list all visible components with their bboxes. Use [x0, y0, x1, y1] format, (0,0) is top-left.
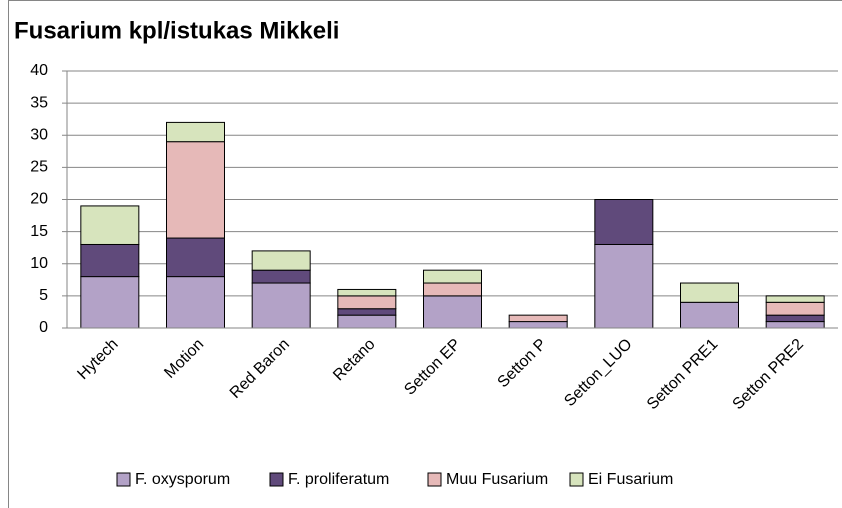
legend-swatch — [116, 472, 131, 487]
legend-label: F. oxysporum — [135, 471, 230, 488]
bar-segment — [765, 295, 825, 303]
bar-segment — [337, 308, 397, 316]
y-tick-label: 15 — [30, 223, 48, 240]
bar-segment — [80, 276, 140, 329]
bar-segment — [765, 314, 825, 323]
bar-segment — [594, 199, 654, 245]
legend-label: Ei Fusarium — [588, 471, 673, 488]
bar-segment — [423, 295, 482, 329]
bar-segment — [337, 288, 397, 297]
bar-segment — [166, 237, 225, 278]
bar-segment — [251, 250, 311, 271]
bar-segment — [423, 282, 482, 297]
bar-segment — [80, 205, 140, 245]
bar-segment — [508, 314, 568, 323]
legend-label: Muu Fusarium — [446, 471, 548, 488]
y-tick-label: 10 — [30, 255, 48, 272]
legend-swatch — [269, 472, 284, 487]
y-tick-label: 0 — [39, 319, 48, 336]
bar-segment — [594, 243, 654, 329]
bar-segment — [166, 121, 225, 143]
bar-segment — [251, 269, 311, 284]
bar-segment — [765, 321, 825, 329]
bar-segment — [680, 282, 739, 303]
bar-segment — [80, 243, 140, 278]
bar-segment — [765, 301, 825, 316]
bar-segment — [337, 314, 397, 329]
y-tick-label: 25 — [30, 159, 48, 176]
bar-segment — [166, 276, 225, 329]
bar-segment — [680, 301, 739, 329]
y-tick-label: 20 — [30, 191, 48, 208]
legend-label: F. proliferatum — [288, 471, 389, 488]
chart-title: Fusarium kpl/istukas Mikkeli — [14, 17, 339, 44]
legend-swatch — [569, 472, 584, 487]
bar-segment — [166, 141, 225, 239]
bar-segment — [251, 282, 311, 329]
y-tick-label: 35 — [30, 94, 48, 111]
y-tick-label: 5 — [39, 287, 48, 304]
bar-segment — [337, 295, 397, 310]
y-tick-label: 30 — [30, 126, 48, 143]
y-tick-label: 40 — [30, 62, 48, 79]
bar-segment — [508, 321, 568, 329]
chart-frame — [8, 0, 842, 508]
legend-swatch — [427, 472, 442, 487]
bar-segment — [423, 269, 482, 284]
